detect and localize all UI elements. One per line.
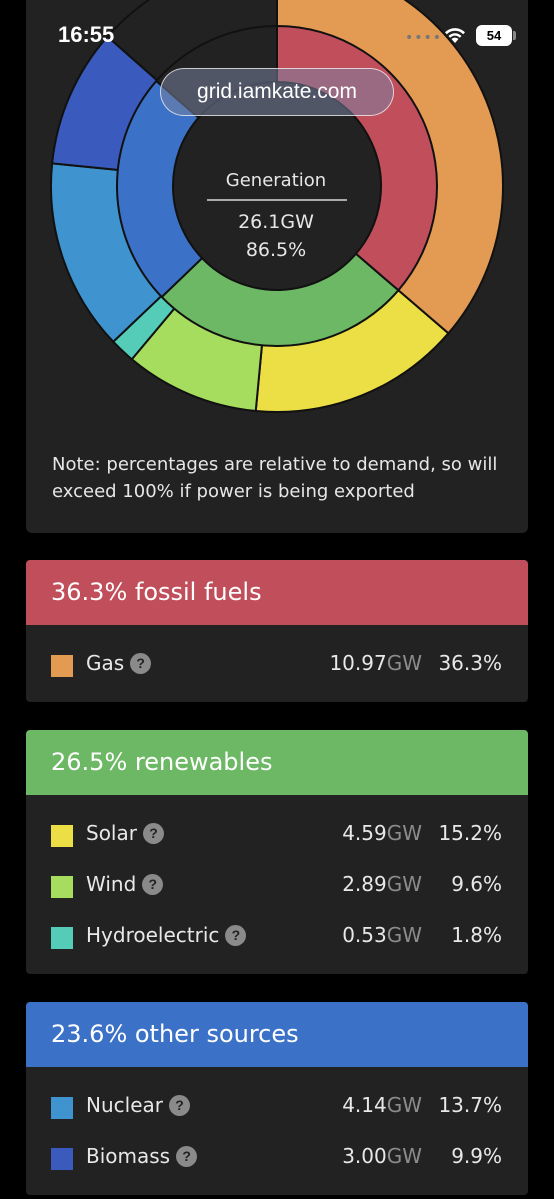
gigawatt-unit: GW <box>386 1093 422 1117</box>
group-header: 36.3% fossil fuels <box>26 560 528 625</box>
gigawatt-unit: GW <box>386 1144 422 1168</box>
status-bar: 16:55 •••• 54 <box>0 0 554 70</box>
gigawatt-value: 10.97 <box>329 651 387 675</box>
help-icon[interactable]: ? <box>176 1146 198 1167</box>
color-swatch <box>51 655 73 677</box>
source-label: Biomass? <box>86 1144 198 1168</box>
source-label: Wind? <box>86 872 164 896</box>
gigawatt-value: 2.89 <box>342 872 387 896</box>
source-label: Hydroelectric? <box>86 923 247 947</box>
group-header: 26.5% renewables <box>26 730 528 795</box>
source-row-nuclear: Nuclear? 4.14GW 13.7% <box>26 1081 528 1132</box>
source-name: Nuclear <box>86 1093 163 1117</box>
generation-value: 26.1GW <box>238 211 314 233</box>
help-icon[interactable]: ? <box>142 823 164 844</box>
battery-icon: 54 <box>476 25 512 46</box>
gigawatt-unit: GW <box>386 923 422 947</box>
help-icon[interactable]: ? <box>130 653 152 674</box>
source-gigawatts: 0.53GW <box>342 923 422 947</box>
url-bar[interactable]: grid.iamkate.com <box>160 68 394 116</box>
source-row-biomass: Biomass? 3.00GW 9.9% <box>26 1132 528 1183</box>
source-group-card: 36.3% fossil fuels Gas? 10.97GW 36.3% <box>26 560 528 702</box>
source-gigawatts: 2.89GW <box>342 872 422 896</box>
note-text: Note: percentages are relative to demand… <box>52 454 498 502</box>
source-row-solar: Solar? 4.59GW 15.2% <box>26 809 528 860</box>
source-row-wind: Wind? 2.89GW 9.6% <box>26 860 528 911</box>
source-gigawatts: 4.59GW <box>342 821 422 845</box>
gigawatt-value: 0.53 <box>342 923 387 947</box>
source-percent: 36.3% <box>438 651 502 675</box>
source-percent: 1.8% <box>451 923 502 947</box>
group-body: Nuclear? 4.14GW 13.7% Biomass? 3.00GW 9.9% <box>26 1067 528 1195</box>
source-percent: 9.9% <box>451 1144 502 1168</box>
gigawatt-unit: GW <box>386 821 422 845</box>
source-name: Gas <box>86 651 125 675</box>
source-name: Biomass <box>86 1144 171 1168</box>
status-time: 16:55 <box>58 22 115 47</box>
gigawatt-unit: GW <box>386 651 422 675</box>
generation-donut-chart: Generation 26.1GW 86.5% <box>50 0 504 413</box>
source-gigawatts: 10.97GW <box>329 651 422 675</box>
source-label: Gas? <box>86 651 152 675</box>
help-icon[interactable]: ? <box>225 925 247 946</box>
wifi-icon <box>445 28 465 43</box>
gigawatt-value: 4.59 <box>342 821 387 845</box>
source-percent: 13.7% <box>438 1093 502 1117</box>
source-row-gas: Gas? 10.97GW 36.3% <box>26 639 528 690</box>
source-gigawatts: 3.00GW <box>342 1144 422 1168</box>
source-row-hydroelectric: Hydroelectric? 0.53GW 1.8% <box>26 911 528 962</box>
source-group-card: 23.6% other sources Nuclear? 4.14GW 13.7% Bi… <box>26 1002 528 1195</box>
battery-tip <box>513 31 516 40</box>
source-percent: 9.6% <box>451 872 502 896</box>
gigawatt-value: 3.00 <box>342 1144 387 1168</box>
help-icon[interactable]: ? <box>168 1095 190 1116</box>
generation-percent: 86.5% <box>246 239 306 261</box>
group-body: Solar? 4.59GW 15.2% Wind? 2.89GW 9.6% Hydroele… <box>26 795 528 974</box>
group-body: Gas? 10.97GW 36.3% <box>26 625 528 702</box>
color-swatch <box>51 876 73 898</box>
signal-dots-icon: •••• <box>405 30 443 46</box>
source-percent: 15.2% <box>438 821 502 845</box>
color-swatch <box>51 927 73 949</box>
gigawatt-unit: GW <box>386 872 422 896</box>
source-name: Solar <box>86 821 137 845</box>
color-swatch <box>51 1148 73 1170</box>
help-icon[interactable]: ? <box>142 874 164 895</box>
generation-title: Generation <box>226 170 326 191</box>
group-header: 23.6% other sources <box>26 1002 528 1067</box>
inner-slice-renewables <box>160 252 400 347</box>
source-name: Wind <box>86 872 137 896</box>
source-gigawatts: 4.14GW <box>342 1093 422 1117</box>
source-label: Nuclear? <box>86 1093 190 1117</box>
color-swatch <box>51 1097 73 1119</box>
color-swatch <box>51 825 73 847</box>
gigawatt-value: 4.14 <box>342 1093 387 1117</box>
source-group-card: 26.5% renewables Solar? 4.59GW 15.2% Wind? 2.… <box>26 730 528 974</box>
source-name: Hydroelectric <box>86 923 220 947</box>
source-label: Solar? <box>86 821 164 845</box>
